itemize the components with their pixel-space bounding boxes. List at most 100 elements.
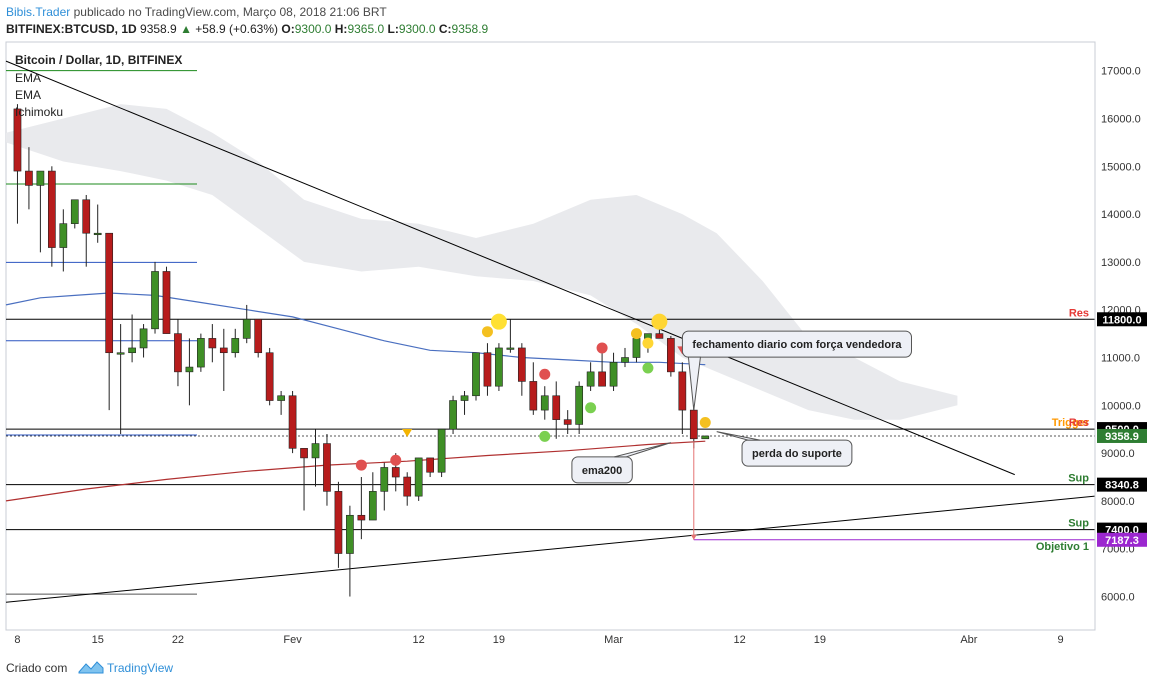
candle-body bbox=[449, 400, 457, 430]
signal-dot bbox=[539, 368, 551, 380]
trendline-descending bbox=[5, 60, 1015, 476]
candle-body bbox=[288, 395, 297, 449]
price-tick-label: 17000.0 bbox=[1101, 66, 1141, 78]
chart-legend: Bitcoin / Dollar, 1D, BITFINEX EMA EMA Ichi… bbox=[15, 53, 182, 119]
candle-body bbox=[311, 443, 320, 459]
candle-body bbox=[346, 514, 354, 554]
target-label: Objetivo 1 bbox=[1036, 541, 1089, 553]
price-badge-bg bbox=[1097, 428, 1147, 443]
last-price: 9358.9 bbox=[140, 22, 177, 36]
signal-dot bbox=[539, 430, 551, 442]
candle-body bbox=[197, 338, 205, 368]
annotation-text: fechamento diario com força vendedora bbox=[692, 339, 902, 351]
annotation-pointer bbox=[614, 442, 672, 458]
trendlines bbox=[5, 60, 1096, 603]
time-tick-label: 19 bbox=[493, 634, 505, 646]
candle-body bbox=[36, 170, 45, 186]
time-tick-label: 15 bbox=[92, 634, 104, 646]
high-label: H: bbox=[334, 22, 348, 36]
level-badge-bg bbox=[1097, 477, 1147, 492]
candle-body bbox=[575, 385, 584, 425]
tradingview-logo-icon[interactable] bbox=[78, 659, 104, 675]
author-name[interactable]: Bibis.Trader bbox=[6, 5, 71, 19]
level-label-extra: Res bbox=[1069, 417, 1089, 429]
time-tick-label: 12 bbox=[413, 634, 425, 646]
candle-body bbox=[128, 347, 136, 354]
symbol-label: BITFINEX:BTCUSD, 1D bbox=[6, 22, 137, 36]
level-badge: 11800.0 bbox=[1102, 314, 1141, 326]
candle-body bbox=[678, 371, 687, 411]
signal-dot bbox=[699, 417, 711, 429]
signal-dot bbox=[390, 454, 402, 466]
price-axis: 6000.07000.08000.09000.010000.011000.012… bbox=[1094, 42, 1153, 630]
candle-body bbox=[185, 366, 194, 373]
candle-body bbox=[13, 108, 22, 172]
annotation-callout: fechamento diario com força vendedora bbox=[681, 330, 912, 411]
annotation-box bbox=[681, 330, 912, 358]
candle-body bbox=[59, 223, 68, 248]
candle-body bbox=[598, 371, 606, 387]
up-arrow-icon: ▲ bbox=[180, 22, 192, 36]
candle-body bbox=[219, 347, 228, 354]
indicator-label: EMA bbox=[15, 88, 41, 102]
price-tick-label: 10000.0 bbox=[1101, 400, 1141, 412]
candle-body bbox=[231, 338, 240, 354]
candle-body bbox=[151, 271, 159, 330]
price-tick-label: 11000.0 bbox=[1101, 353, 1140, 365]
signal-dot bbox=[630, 328, 642, 340]
annotation-callout: perda do suporte bbox=[716, 431, 853, 467]
price-tick-label: 13000.0 bbox=[1101, 257, 1141, 269]
signal-dot bbox=[642, 362, 654, 374]
candle-body bbox=[254, 318, 263, 354]
price-chart[interactable]: fechamento diario com força vendedora per… bbox=[0, 0, 1153, 652]
signal-dot bbox=[490, 313, 507, 330]
level-label: Res bbox=[1069, 307, 1089, 319]
candle-body bbox=[265, 352, 274, 401]
candle-body bbox=[495, 347, 503, 387]
price-tick-label: 15000.0 bbox=[1101, 161, 1141, 173]
publish-info: publicado no TradingView.com, Março 08, … bbox=[73, 5, 387, 19]
candle-body bbox=[368, 491, 377, 521]
horizontal-levels bbox=[6, 318, 1095, 541]
level-label: Sup bbox=[1068, 473, 1089, 485]
signal-dot bbox=[651, 313, 668, 330]
close-label: C: bbox=[438, 22, 452, 36]
price-tick-label: 6000.0 bbox=[1101, 592, 1135, 604]
annotation-callout: ema200 bbox=[571, 442, 672, 484]
low-value: 9300.0 bbox=[398, 22, 436, 36]
trendline-ascending bbox=[5, 495, 1096, 603]
price-change: +58.9 (+0.63%) bbox=[195, 22, 279, 36]
time-tick-label: Mar bbox=[604, 634, 623, 646]
signal-dot bbox=[596, 342, 608, 354]
time-tick-label: 22 bbox=[172, 634, 184, 646]
time-tick-label: 12 bbox=[734, 634, 746, 646]
level-badge-bg bbox=[1097, 312, 1147, 327]
annotation-box bbox=[571, 456, 633, 484]
candle-body bbox=[391, 467, 400, 478]
candle-body bbox=[300, 448, 308, 459]
tradingview-link[interactable]: TradingView bbox=[107, 661, 174, 675]
annotation-pointer bbox=[716, 431, 761, 441]
candle-body bbox=[655, 333, 664, 339]
price-tick-label: 9000.0 bbox=[1101, 448, 1135, 460]
candles bbox=[13, 104, 710, 597]
close-value: 9358.9 bbox=[451, 22, 489, 36]
candle-body bbox=[552, 395, 561, 420]
signal-dot bbox=[585, 402, 597, 414]
annotation-text: perda do suporte bbox=[752, 448, 842, 460]
signal-triangle bbox=[402, 429, 413, 438]
candle-body bbox=[437, 428, 446, 473]
ema200-line bbox=[5, 440, 706, 502]
level-badge: 8340.8 bbox=[1105, 480, 1139, 492]
candle-body bbox=[689, 409, 698, 440]
candle-body bbox=[563, 419, 572, 425]
symbol-line: BITFINEX:BTCUSD, 1D 9358.9 ▲ +58.9 (+0.6… bbox=[6, 22, 488, 36]
annotation-pointer bbox=[687, 356, 701, 411]
indicator-label: Ichimoku bbox=[15, 105, 63, 119]
time-axis: 8 15 22 Fev 12 19 Mar 12 19 Abr 9 bbox=[6, 629, 1095, 646]
time-tick-label: Abr bbox=[960, 634, 977, 646]
signal-markers bbox=[355, 313, 711, 540]
candle-body bbox=[517, 347, 526, 382]
candle-body bbox=[105, 232, 114, 354]
time-tick-label: 9 bbox=[1058, 634, 1064, 646]
